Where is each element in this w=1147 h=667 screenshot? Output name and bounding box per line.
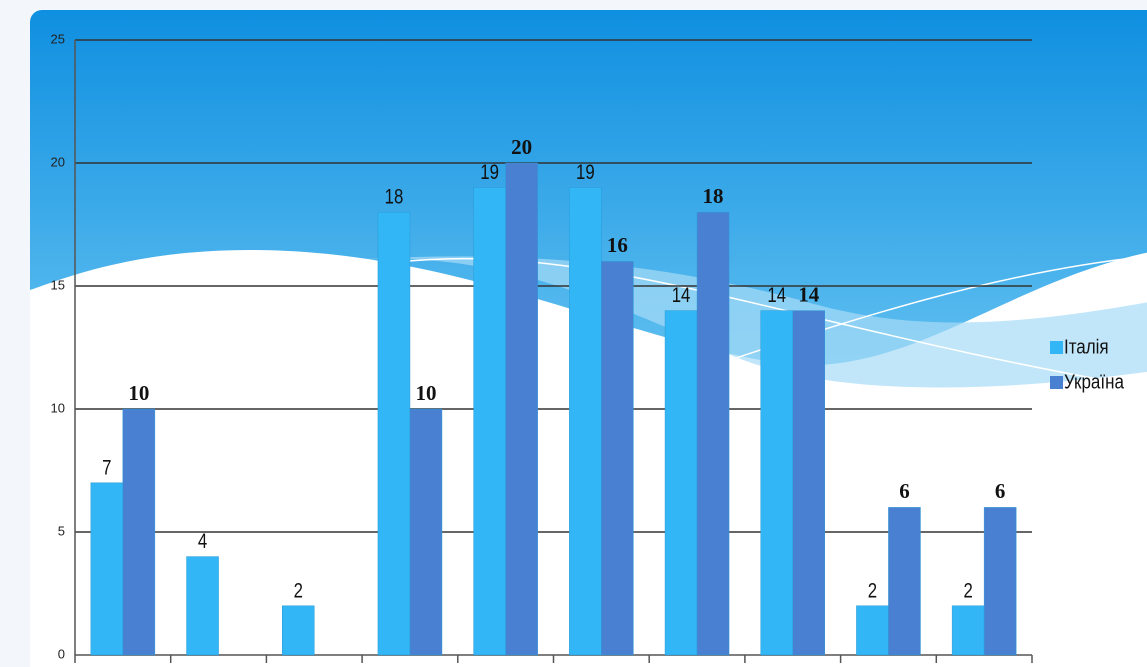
- legend-swatch: [1050, 376, 1063, 389]
- bar: [186, 556, 219, 656]
- data-label: 2: [963, 580, 972, 603]
- bar: [888, 507, 921, 656]
- bar: [473, 187, 506, 656]
- data-label: 6: [899, 479, 910, 503]
- data-label: 7: [102, 457, 111, 480]
- bar: [696, 211, 730, 656]
- bar: [122, 408, 156, 656]
- data-label: 18: [385, 186, 404, 209]
- data-label: 19: [576, 161, 595, 184]
- data-label: 20: [511, 135, 532, 159]
- y-tick-label: 0: [58, 646, 65, 661]
- y-tick-label: 25: [51, 31, 65, 46]
- y-tick-label: 15: [51, 277, 65, 292]
- bar: [664, 310, 698, 656]
- legend-label: Італія: [1064, 335, 1109, 358]
- data-label: 18: [703, 184, 724, 208]
- bar: [505, 162, 538, 656]
- bar: [601, 261, 634, 656]
- data-label: 6: [995, 479, 1006, 503]
- data-label: 14: [767, 284, 786, 307]
- bar: [760, 310, 793, 656]
- data-label: 14: [798, 282, 820, 306]
- data-label: 16: [607, 233, 628, 257]
- legend-swatch: [1050, 341, 1063, 354]
- bar: [792, 310, 825, 656]
- bar: [569, 187, 602, 656]
- y-tick-label: 20: [51, 154, 65, 169]
- bar: [282, 605, 315, 656]
- data-label: 2: [294, 580, 303, 603]
- y-tick-label: 10: [51, 400, 65, 415]
- data-label: 4: [198, 530, 208, 553]
- bar: [377, 211, 411, 656]
- data-label: 19: [480, 161, 499, 184]
- legend-label: Україна: [1064, 370, 1125, 393]
- data-label: 10: [128, 381, 149, 405]
- bar: [983, 507, 1017, 656]
- bar: [409, 408, 443, 656]
- data-label: 2: [868, 580, 877, 603]
- y-tick-label: 5: [58, 523, 65, 538]
- bar: [90, 482, 124, 656]
- plot-area: 0 5 10 15 20 25 7 4 2 18 19 19 14 14 2 2 10 10 20 16 18 14 6 6 І…: [51, 31, 1125, 663]
- bar: [951, 605, 985, 656]
- data-label: 10: [415, 381, 436, 405]
- data-label: 14: [672, 284, 691, 307]
- bar: [856, 605, 889, 656]
